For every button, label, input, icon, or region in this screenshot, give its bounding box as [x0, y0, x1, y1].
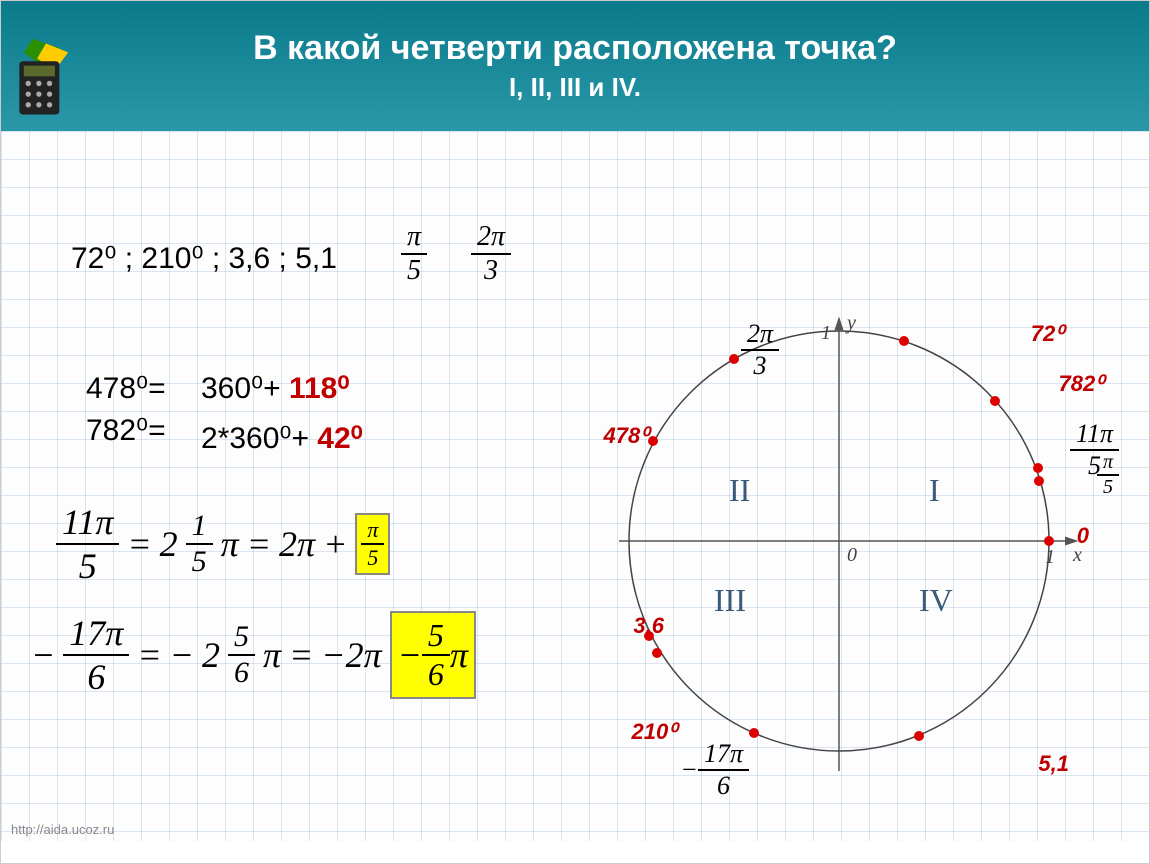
content-area: 72⁰ ; 210⁰ ; 3,6 ; 5,1 π5 2π3 478⁰= 360⁰…: [1, 131, 1149, 841]
calc-478-rhs: 360⁰+ 118⁰: [201, 371, 349, 406]
slide: В какой четверти расположена точка? I, I…: [0, 0, 1150, 864]
label-pi-5: π5: [1097, 451, 1119, 499]
label-0: 0: [1077, 523, 1089, 549]
header: В какой четверти расположена точка? I, I…: [1, 1, 1149, 131]
slide-title: В какой четверти расположена точка?: [253, 29, 897, 68]
label-210: 210⁰: [631, 719, 677, 745]
label-3-6: 3,6: [633, 613, 664, 639]
label-2pi-3: 2π3: [741, 319, 779, 381]
svg-text:III: III: [714, 582, 746, 618]
calculator-icon: [11, 39, 81, 119]
svg-text:y: y: [845, 312, 856, 334]
svg-text:I: I: [929, 472, 940, 508]
svg-text:0: 0: [847, 544, 857, 566]
label-5-1: 5,1: [1038, 751, 1069, 777]
label-782: 782⁰: [1058, 371, 1104, 397]
slide-subtitle: I, II, III и IV.: [509, 72, 641, 103]
equation-11pi-5: 11π5 = 215π = 2π+ π5: [56, 501, 390, 587]
problem-values: 72⁰ ; 210⁰ ; 3,6 ; 5,1: [71, 241, 337, 276]
calc-782: 782⁰=: [86, 413, 166, 448]
equation-minus-17pi-6: − 17π6 = −256π = −2π −56π: [31, 611, 476, 699]
svg-text:IV: IV: [919, 582, 953, 618]
fraction-2pi-3: 2π3: [471, 221, 511, 287]
svg-text:II: II: [729, 472, 750, 508]
label-minus-17pi-6: −17π6: [680, 739, 749, 801]
calc-478: 478⁰=: [86, 371, 166, 406]
footer-url: http://aida.ucoz.ru: [11, 822, 114, 837]
label-72: 72⁰: [1031, 321, 1064, 347]
highlight-box-5pi-6: −56π: [390, 611, 476, 699]
svg-text:1: 1: [821, 322, 831, 344]
problem-text: 72⁰ ; 210⁰ ; 3,6 ; 5,1: [71, 242, 337, 275]
fraction-pi-5: π5: [401, 221, 427, 287]
svg-text:1: 1: [1045, 546, 1055, 568]
unit-circle: 0 x y 1 1 I II III IV: [609, 311, 1089, 791]
highlight-box-pi-5: π5: [355, 513, 390, 575]
label-478: 478⁰: [603, 423, 649, 449]
calc-782-rhs: 2*360⁰+ 42⁰: [201, 421, 363, 456]
